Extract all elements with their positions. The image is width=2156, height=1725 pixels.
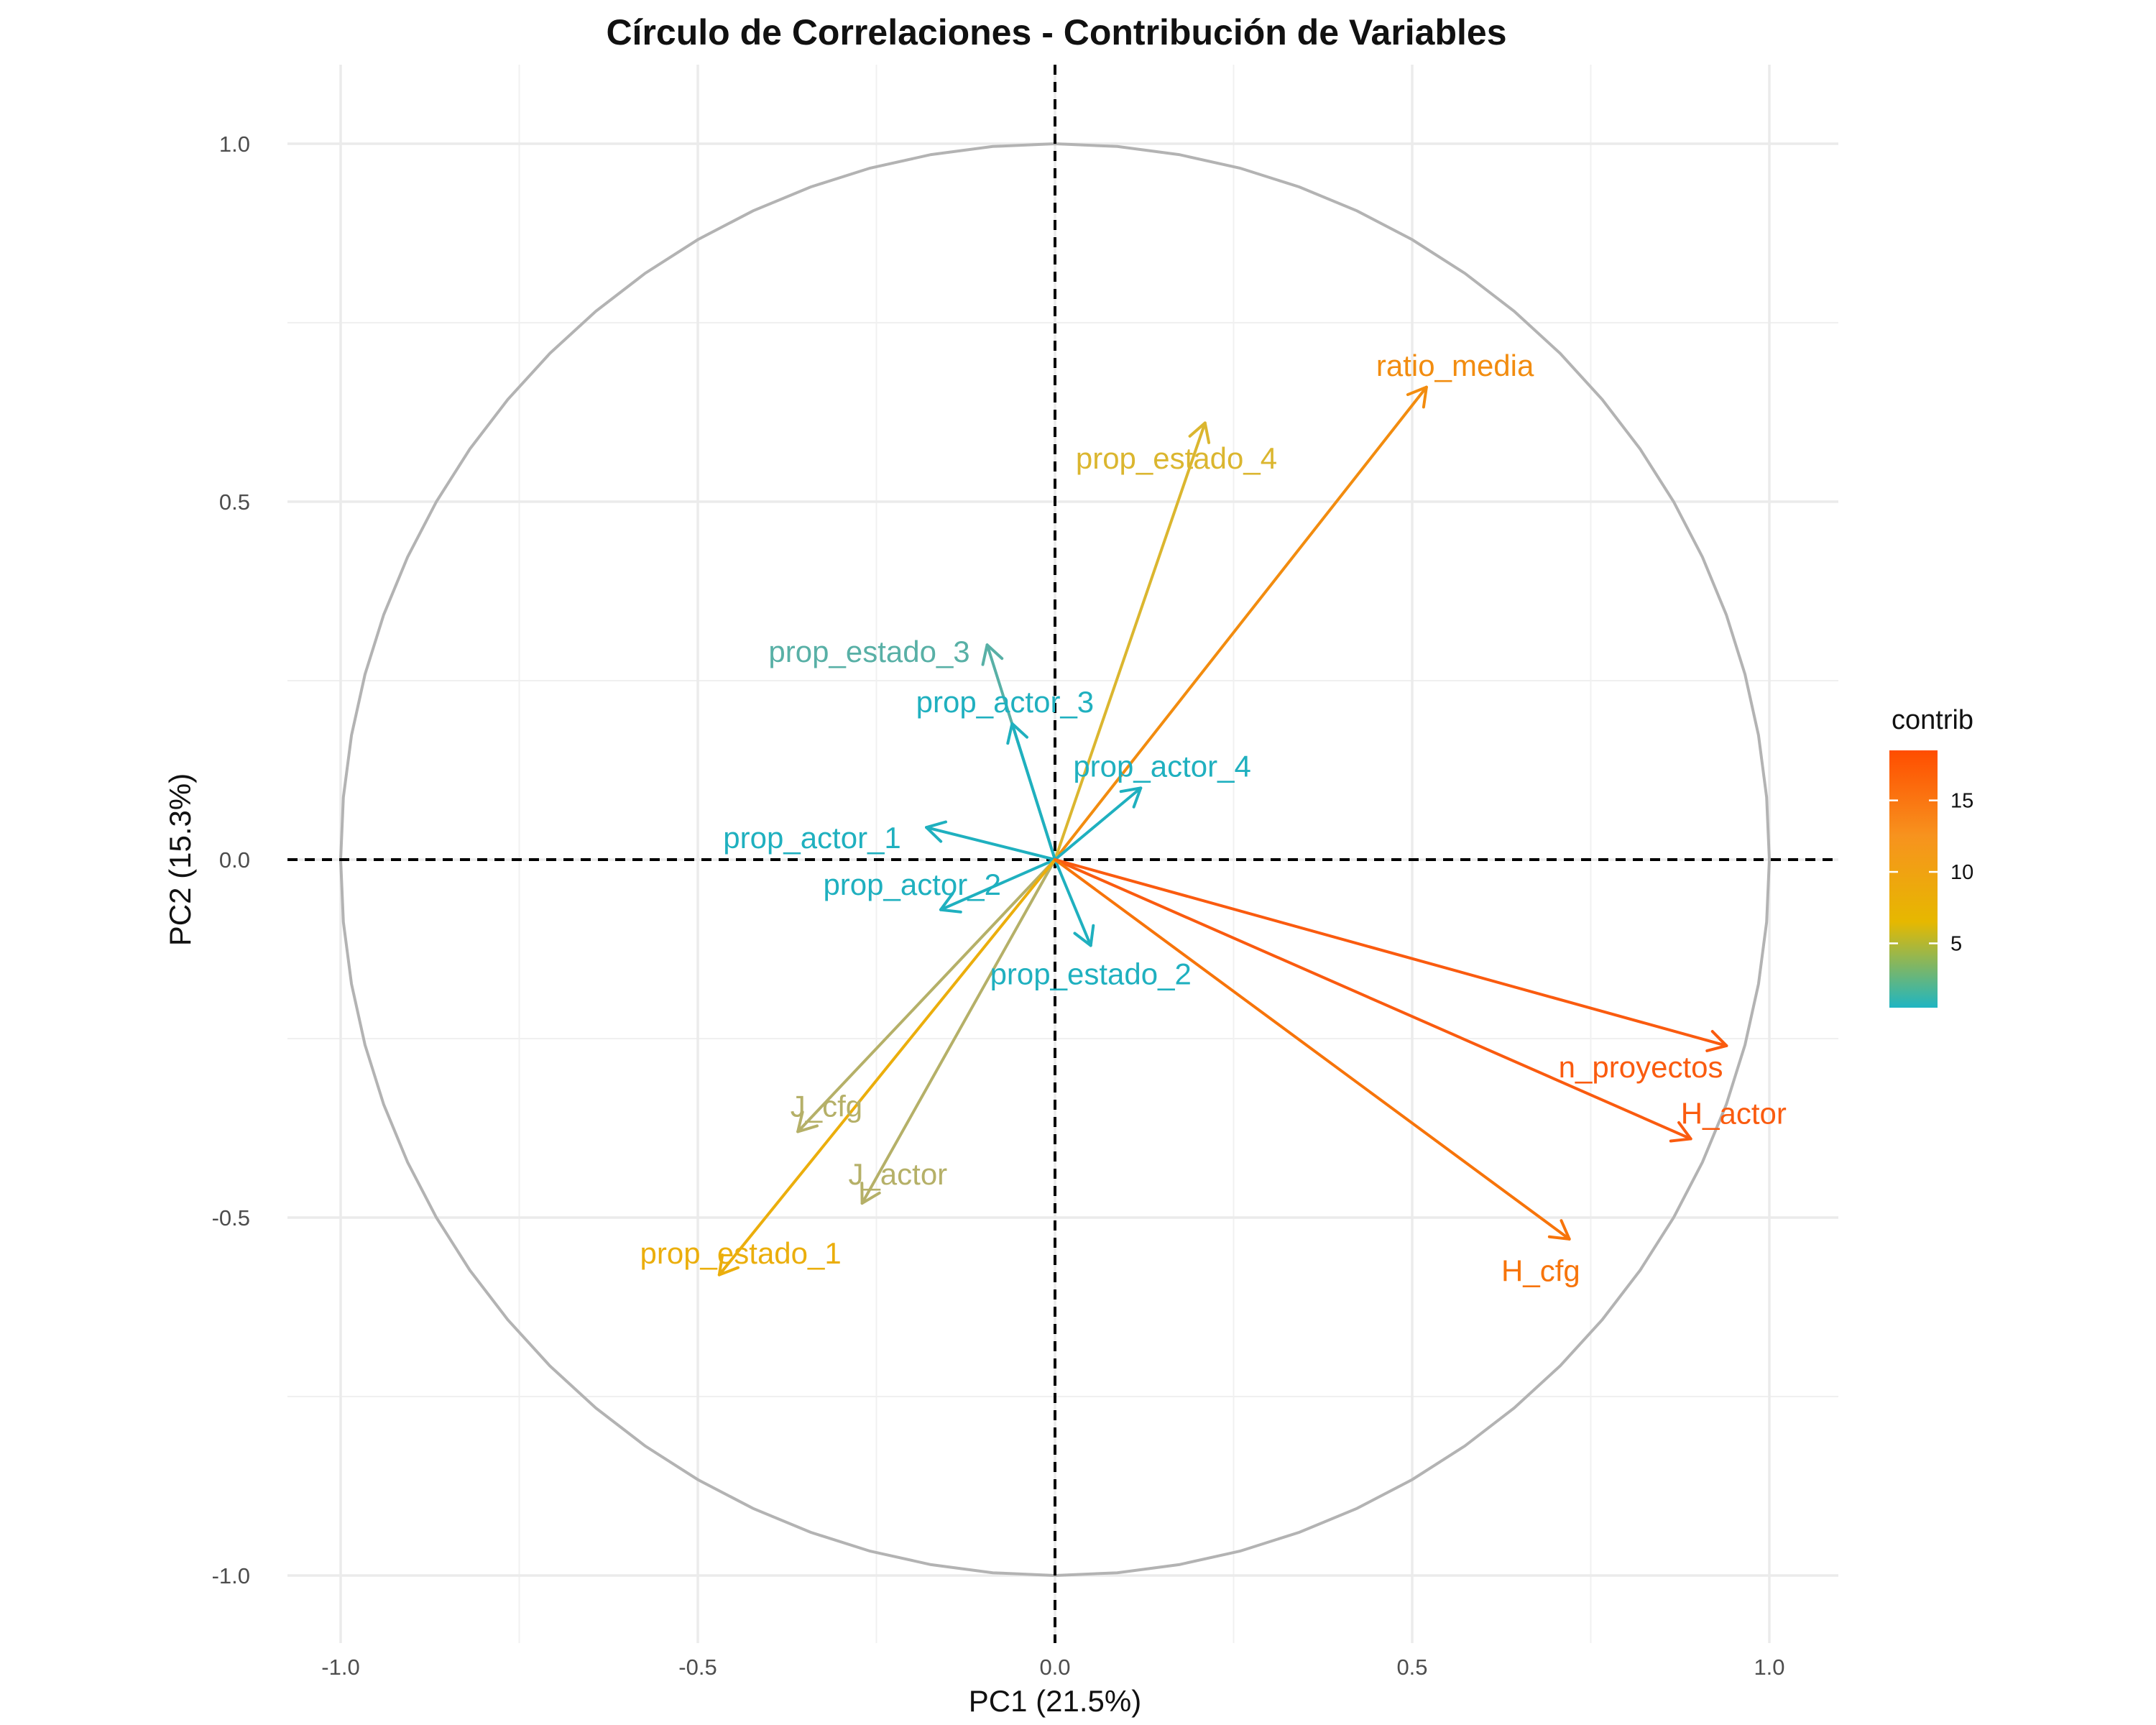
arrow-head bbox=[1406, 385, 1428, 409]
arrow-J-cfg bbox=[796, 858, 1056, 1133]
arrow-head bbox=[1669, 1121, 1692, 1143]
reference-lines bbox=[287, 65, 1838, 1643]
variable-label-H-actor: H_actor bbox=[1681, 1097, 1787, 1131]
x-tick-label: -1.0 bbox=[321, 1655, 359, 1680]
legend-tick-label: 5 bbox=[1950, 933, 1962, 956]
grid-minor bbox=[287, 65, 1838, 1643]
variable-labels: ratio_media prop_estado_4 prop_estado_3pro… bbox=[640, 349, 1787, 1288]
variable-label-n-proyectos: n_proyectos bbox=[1559, 1050, 1723, 1084]
arrow-prop-actor-4 bbox=[1054, 786, 1143, 861]
y-tick-label: 0.5 bbox=[219, 489, 250, 515]
arrow-shaft bbox=[1054, 858, 1692, 1141]
arrow-shaft bbox=[717, 858, 1056, 1276]
arrow-shaft bbox=[939, 858, 1056, 911]
legend-ticks: 5 10 15 bbox=[1889, 790, 1973, 956]
x-tick-label: 0.0 bbox=[1039, 1655, 1070, 1680]
arrow-head bbox=[1073, 924, 1095, 947]
x-axis-ticks: -1.0 -0.5 0.0 0.5 1.0 bbox=[321, 1655, 1784, 1680]
x-axis-title: PC1 (21.5%) bbox=[969, 1684, 1141, 1718]
variable-label-prop-actor-4: prop_actor_4 bbox=[1073, 750, 1251, 783]
arrow-head bbox=[1547, 1219, 1571, 1241]
arrow-prop-actor-3 bbox=[1006, 722, 1056, 861]
arrow-prop-actor-1 bbox=[925, 820, 1056, 861]
arrow-ratio-media bbox=[1054, 385, 1428, 861]
chart-title: Círculo de Correlaciones - Contribución … bbox=[606, 12, 1506, 52]
x-tick-label: 1.0 bbox=[1754, 1655, 1784, 1680]
x-tick-label: 0.5 bbox=[1396, 1655, 1427, 1680]
arrow-head bbox=[1006, 722, 1029, 745]
arrow-shaft bbox=[860, 858, 1056, 1205]
arrow-shaft bbox=[1054, 858, 1571, 1241]
variable-arrows bbox=[717, 385, 1728, 1276]
arrow-shaft bbox=[1054, 385, 1428, 861]
x-tick-label: -0.5 bbox=[678, 1655, 717, 1680]
arrow-prop-estado-1 bbox=[717, 858, 1056, 1276]
arrow-head bbox=[939, 892, 962, 914]
arrow-head bbox=[1119, 786, 1143, 809]
arrow-shaft bbox=[1054, 858, 1092, 947]
arrow-n-proyectos bbox=[1054, 858, 1728, 1052]
arrow-H-cfg bbox=[1054, 858, 1571, 1241]
variable-label-prop-estado-4: prop_estado_4 bbox=[1076, 441, 1277, 475]
variable-label-prop-estado-1: prop_estado_1 bbox=[640, 1236, 842, 1270]
y-tick-label: -0.5 bbox=[212, 1205, 250, 1230]
arrow-shaft bbox=[1054, 786, 1143, 861]
arrow-prop-estado-2 bbox=[1054, 858, 1095, 947]
y-tick-label: -1.0 bbox=[212, 1563, 250, 1588]
legend-color-bar bbox=[1889, 750, 1938, 1008]
variable-label-ratio-media: ratio_media bbox=[1376, 349, 1534, 382]
arrow-head bbox=[860, 1182, 881, 1205]
arrow-head bbox=[1705, 1029, 1728, 1052]
arrow-head bbox=[1188, 421, 1211, 444]
arrow-shaft bbox=[1054, 421, 1207, 861]
arrow-head bbox=[717, 1254, 740, 1276]
variable-label-prop-actor-1: prop_actor_1 bbox=[723, 821, 901, 855]
y-axis-title: PC2 (15.3%) bbox=[163, 773, 197, 946]
arrow-shaft bbox=[1054, 858, 1728, 1047]
arrow-shaft bbox=[796, 858, 1056, 1133]
arrow-prop-estado-4 bbox=[1054, 421, 1211, 861]
arrow-H-actor bbox=[1054, 858, 1692, 1143]
y-axis-ticks: -1.0 -0.5 0.0 0.5 1.0 bbox=[212, 132, 250, 1588]
variable-label-H-cfg: H_cfg bbox=[1501, 1254, 1580, 1288]
variable-label-prop-estado-2: prop_estado_2 bbox=[990, 957, 1192, 990]
variable-label-prop-actor-3: prop_actor_3 bbox=[916, 685, 1095, 719]
arrow-head bbox=[981, 643, 1004, 666]
legend-title: contrib bbox=[1892, 705, 1973, 735]
variable-label-prop-estado-3: prop_estado_3 bbox=[768, 635, 969, 668]
legend-tick-label: 15 bbox=[1950, 790, 1973, 813]
arrow-prop-actor-2 bbox=[939, 858, 1056, 914]
y-tick-label: 1.0 bbox=[219, 132, 250, 157]
arrow-head bbox=[925, 820, 948, 843]
arrow-shaft bbox=[1010, 722, 1056, 861]
arrow-head bbox=[796, 1110, 819, 1133]
legend-tick-label: 10 bbox=[1950, 861, 1973, 884]
variable-label-J-cfg: J_cfg bbox=[791, 1090, 862, 1123]
y-tick-label: 0.0 bbox=[219, 847, 250, 873]
arrow-shaft bbox=[925, 826, 1056, 861]
contrib-legend: contrib 5 10 15 bbox=[1889, 705, 1973, 1008]
variable-label-J-actor: J_actor bbox=[848, 1157, 947, 1191]
variable-label-prop-actor-2: prop_actor_2 bbox=[823, 868, 1001, 901]
arrow-J-actor bbox=[860, 858, 1056, 1205]
